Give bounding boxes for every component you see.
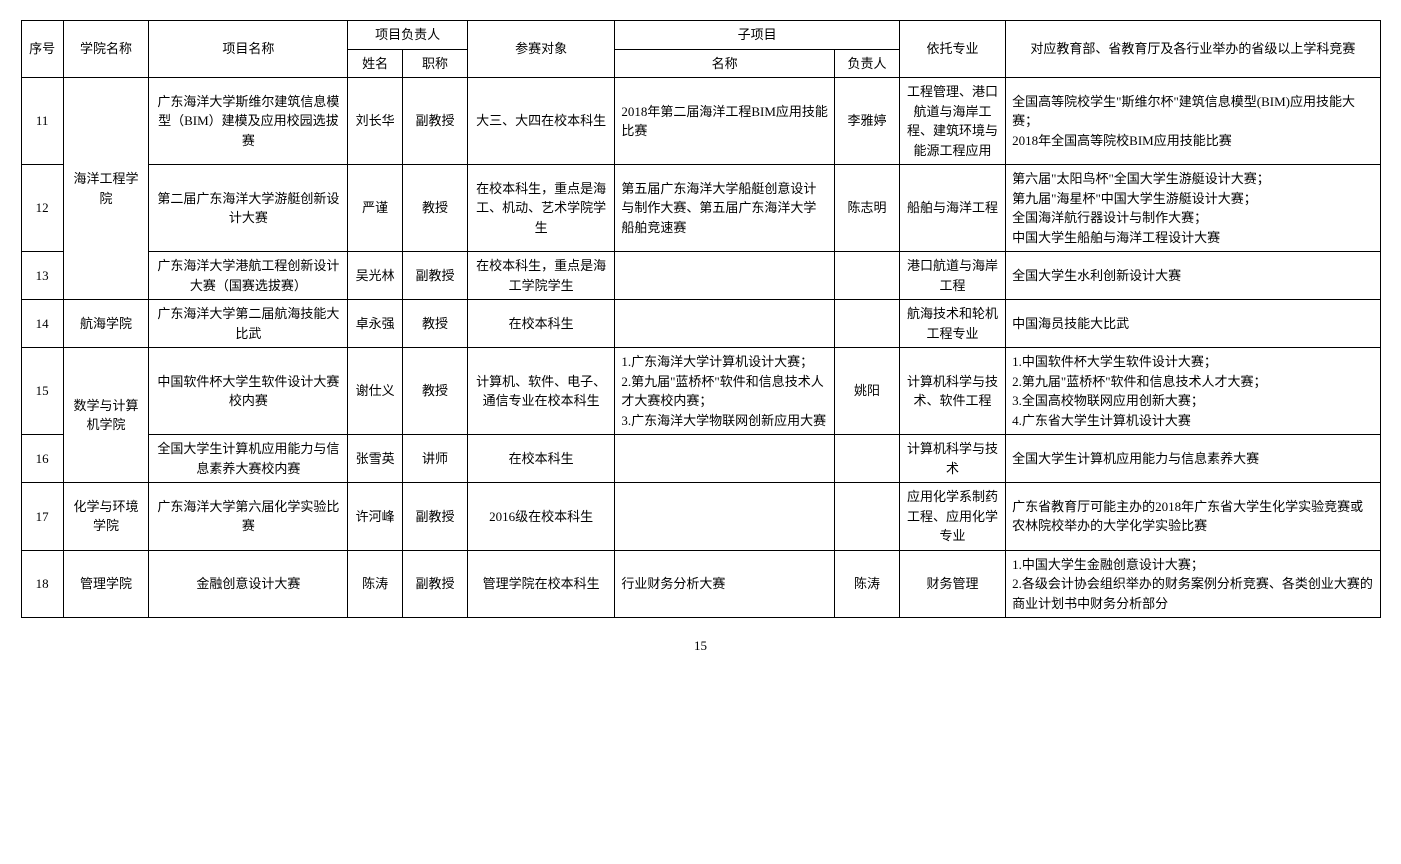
table-row: 18管理学院金融创意设计大赛陈涛副教授管理学院在校本科生行业财务分析大赛陈涛财务… [21, 550, 1380, 618]
cell-target: 大三、大四在校本科生 [467, 78, 614, 165]
cell-sub-leader: 李雅婷 [835, 78, 900, 165]
cell-sub-name: 1.广东海洋大学计算机设计大赛； 2.第九届"蓝桥杯"软件和信息技术人才大赛校内… [615, 348, 835, 435]
cell-seq: 14 [21, 300, 63, 348]
cell-college: 化学与环境学院 [63, 483, 149, 551]
cell-project: 广东海洋大学第二届航海技能大比武 [149, 300, 348, 348]
cell-major: 计算机科学与技术 [899, 435, 1005, 483]
table-row: 16 全国大学生计算机应用能力与信息素养大赛校内赛张雪英讲师在校本科生 计算机科学与… [21, 435, 1380, 483]
cell-major: 船舶与海洋工程 [899, 165, 1005, 252]
header-sub-name: 名称 [615, 49, 835, 78]
cell-sub-name [615, 435, 835, 483]
header-target: 参赛对象 [467, 21, 614, 78]
cell-target: 管理学院在校本科生 [467, 550, 614, 618]
table-row: 11海洋工程学院广东海洋大学斯维尔建筑信息模型（BIM）建模及应用校园选拔赛刘长… [21, 78, 1380, 165]
header-sub-group: 子项目 [615, 21, 900, 50]
cell-leader-name: 张雪英 [348, 435, 403, 483]
cell-seq: 16 [21, 435, 63, 483]
cell-competition: 1.中国大学生金融创意设计大赛； 2.各级会计协会组织举办的财务案例分析竞赛、各… [1006, 550, 1380, 618]
cell-target: 2016级在校本科生 [467, 483, 614, 551]
cell-sub-name: 第五届广东海洋大学船艇创意设计与制作大赛、第五届广东海洋大学船舶竞速赛 [615, 165, 835, 252]
cell-competition: 第六届"太阳鸟杯"全国大学生游艇设计大赛； 第九届"海星杯"中国大学生游艇设计大… [1006, 165, 1380, 252]
cell-leader-title: 教授 [402, 165, 467, 252]
cell-sub-name: 2018年第二届海洋工程BIM应用技能比赛 [615, 78, 835, 165]
cell-leader-name: 陈涛 [348, 550, 403, 618]
cell-seq: 18 [21, 550, 63, 618]
cell-leader-title: 副教授 [402, 252, 467, 300]
cell-leader-title: 副教授 [402, 483, 467, 551]
cell-target: 在校本科生，重点是海工学院学生 [467, 252, 614, 300]
cell-major: 计算机科学与技术、软件工程 [899, 348, 1005, 435]
cell-competition: 全国高等院校学生"斯维尔杯"建筑信息模型(BIM)应用技能大赛； 2018年全国… [1006, 78, 1380, 165]
header-leader-name: 姓名 [348, 49, 403, 78]
cell-project: 广东海洋大学第六届化学实验比赛 [149, 483, 348, 551]
cell-target: 计算机、软件、电子、通信专业在校本科生 [467, 348, 614, 435]
cell-competition: 中国海员技能大比武 [1006, 300, 1380, 348]
cell-sub-leader [835, 252, 900, 300]
cell-major: 应用化学系制药工程、应用化学专业 [899, 483, 1005, 551]
cell-project: 第二届广东海洋大学游艇创新设计大赛 [149, 165, 348, 252]
cell-seq: 13 [21, 252, 63, 300]
cell-college: 管理学院 [63, 550, 149, 618]
cell-sub-name [615, 300, 835, 348]
table-row: 14航海学院广东海洋大学第二届航海技能大比武卓永强教授在校本科生 航海技术和轮机工… [21, 300, 1380, 348]
cell-major: 工程管理、港口航道与海岸工程、建筑环境与能源工程应用 [899, 78, 1005, 165]
header-leader-title: 职称 [402, 49, 467, 78]
cell-competition: 全国大学生水利创新设计大赛 [1006, 252, 1380, 300]
cell-project: 全国大学生计算机应用能力与信息素养大赛校内赛 [149, 435, 348, 483]
header-leader-group: 项目负责人 [348, 21, 468, 50]
cell-major: 财务管理 [899, 550, 1005, 618]
cell-sub-name: 行业财务分析大赛 [615, 550, 835, 618]
competition-table: 序号 学院名称 项目名称 项目负责人 参赛对象 子项目 依托专业 对应教育部、省… [21, 20, 1381, 618]
cell-seq: 11 [21, 78, 63, 165]
cell-seq: 15 [21, 348, 63, 435]
cell-leader-title: 教授 [402, 348, 467, 435]
cell-target: 在校本科生 [467, 435, 614, 483]
cell-seq: 12 [21, 165, 63, 252]
cell-sub-name [615, 252, 835, 300]
header-competition: 对应教育部、省教育厅及各行业举办的省级以上学科竞赛 [1006, 21, 1380, 78]
cell-project: 广东海洋大学港航工程创新设计大赛（国赛选拔赛） [149, 252, 348, 300]
cell-seq: 17 [21, 483, 63, 551]
cell-sub-leader: 陈志明 [835, 165, 900, 252]
cell-leader-name: 卓永强 [348, 300, 403, 348]
cell-college: 数学与计算机学院 [63, 348, 149, 483]
page-number: 15 [20, 638, 1381, 654]
cell-leader-name: 严谨 [348, 165, 403, 252]
cell-target: 在校本科生，重点是海工、机动、艺术学院学生 [467, 165, 614, 252]
cell-sub-leader [835, 483, 900, 551]
cell-project: 中国软件杯大学生软件设计大赛校内赛 [149, 348, 348, 435]
header-sub-leader: 负责人 [835, 49, 900, 78]
cell-competition: 全国大学生计算机应用能力与信息素养大赛 [1006, 435, 1380, 483]
cell-project: 金融创意设计大赛 [149, 550, 348, 618]
cell-leader-name: 刘长华 [348, 78, 403, 165]
cell-leader-name: 谢仕义 [348, 348, 403, 435]
cell-major: 航海技术和轮机工程专业 [899, 300, 1005, 348]
table-row: 17化学与环境学院广东海洋大学第六届化学实验比赛许河峰副教授2016级在校本科生… [21, 483, 1380, 551]
cell-competition: 1.中国软件杯大学生软件设计大赛； 2.第九届"蓝桥杯"软件和信息技术人才大赛；… [1006, 348, 1380, 435]
cell-sub-leader [835, 435, 900, 483]
cell-college: 海洋工程学院 [63, 78, 149, 300]
cell-leader-title: 讲师 [402, 435, 467, 483]
header-major: 依托专业 [899, 21, 1005, 78]
cell-sub-leader: 陈涛 [835, 550, 900, 618]
header-college: 学院名称 [63, 21, 149, 78]
cell-competition: 广东省教育厅可能主办的2018年广东省大学生化学实验竞赛或农林院校举办的大学化学… [1006, 483, 1380, 551]
table-row: 15数学与计算机学院中国软件杯大学生软件设计大赛校内赛谢仕义教授计算机、软件、电… [21, 348, 1380, 435]
cell-sub-name [615, 483, 835, 551]
cell-major: 港口航道与海岸工程 [899, 252, 1005, 300]
header-project: 项目名称 [149, 21, 348, 78]
cell-leader-name: 吴光林 [348, 252, 403, 300]
cell-leader-name: 许河峰 [348, 483, 403, 551]
cell-college: 航海学院 [63, 300, 149, 348]
header-seq: 序号 [21, 21, 63, 78]
cell-leader-title: 副教授 [402, 550, 467, 618]
table-row: 13 广东海洋大学港航工程创新设计大赛（国赛选拔赛）吴光林副教授在校本科生，重点是… [21, 252, 1380, 300]
cell-target: 在校本科生 [467, 300, 614, 348]
cell-leader-title: 教授 [402, 300, 467, 348]
cell-leader-title: 副教授 [402, 78, 467, 165]
cell-sub-leader: 姚阳 [835, 348, 900, 435]
table-row: 12 第二届广东海洋大学游艇创新设计大赛严谨教授在校本科生，重点是海工、机动、艺术… [21, 165, 1380, 252]
cell-project: 广东海洋大学斯维尔建筑信息模型（BIM）建模及应用校园选拔赛 [149, 78, 348, 165]
cell-sub-leader [835, 300, 900, 348]
